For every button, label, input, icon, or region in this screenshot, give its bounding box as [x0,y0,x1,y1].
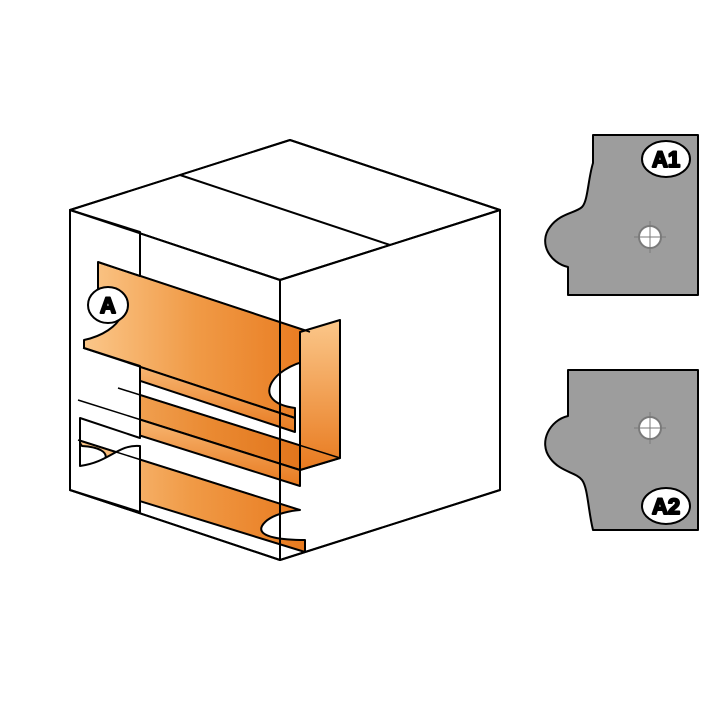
technical-diagram: A A1 A2 [0,0,728,728]
label-a-text: A [100,293,116,318]
label-a2: A2 [642,488,690,524]
label-a1-text: A1 [652,147,680,172]
knife-profile-a1: A1 [545,135,698,295]
label-a2-text: A2 [652,494,680,519]
label-a: A [88,287,128,323]
knife-profile-a2: A2 [545,370,698,530]
joint-block-3d: A [70,140,500,560]
label-a1: A1 [642,141,690,177]
